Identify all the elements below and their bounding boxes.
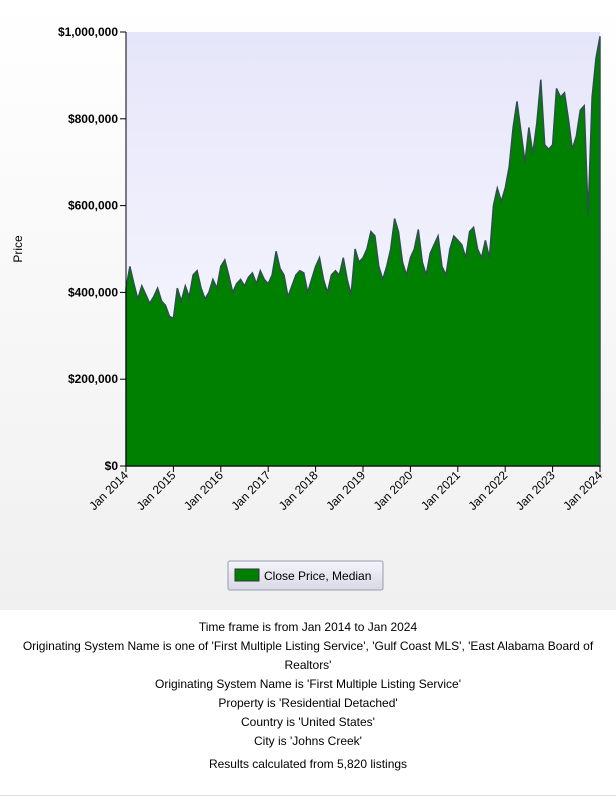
x-tick-label: Jan 2019 (323, 468, 368, 513)
area (125, 36, 601, 467)
x-tick-label: Jan 2020 (371, 468, 416, 513)
note: Country is 'United States' (241, 715, 375, 729)
x-tick-label: Jan 2014 (86, 468, 131, 513)
x-tick-label: Jan 2022 (465, 468, 510, 513)
note: Property is 'Residential Detached' (218, 696, 398, 710)
legend-swatch (234, 568, 260, 582)
x-tick-label: Jan 2021 (418, 468, 463, 513)
y-tick-label: $200,000 (68, 372, 118, 386)
x-tick-label: Jan 2018 (276, 468, 321, 513)
divider (0, 795, 616, 796)
note: Originating System Name is 'First Multip… (154, 677, 461, 691)
x-tick-label: Jan 2016 (181, 468, 226, 513)
y-tick-label: $0 (105, 459, 119, 473)
legend (227, 560, 384, 591)
note: Time frame is from Jan 2014 to Jan 2024 (198, 620, 418, 634)
x-tick-label: Jan 2017 (228, 468, 273, 513)
y-tick-label: $600,000 (68, 199, 118, 213)
legend-label: Close Price, Median (264, 569, 371, 583)
y-axis-label: Price (11, 235, 25, 263)
note: Results calculated from 5,820 listings (208, 757, 408, 771)
y-tick-label: $1,000,000 (58, 25, 118, 39)
y-tick-label: $400,000 (68, 285, 118, 299)
x-tick-label: Jan 2015 (134, 468, 179, 513)
x-tick-label: Jan 2024 (560, 468, 605, 513)
y-tick-label: $800,000 (68, 112, 118, 126)
notes: Time frame is from Jan 2014 to Jan 2024 O… (8, 618, 608, 774)
x-tick-label: Jan 2023 (513, 468, 558, 513)
note: Originating System Name is one of 'First… (22, 639, 594, 672)
chart: Price $0 $200,000 $400,000 $600,000 $800,000… (11, 25, 605, 591)
note: City is 'Johns Creek' (254, 734, 362, 748)
